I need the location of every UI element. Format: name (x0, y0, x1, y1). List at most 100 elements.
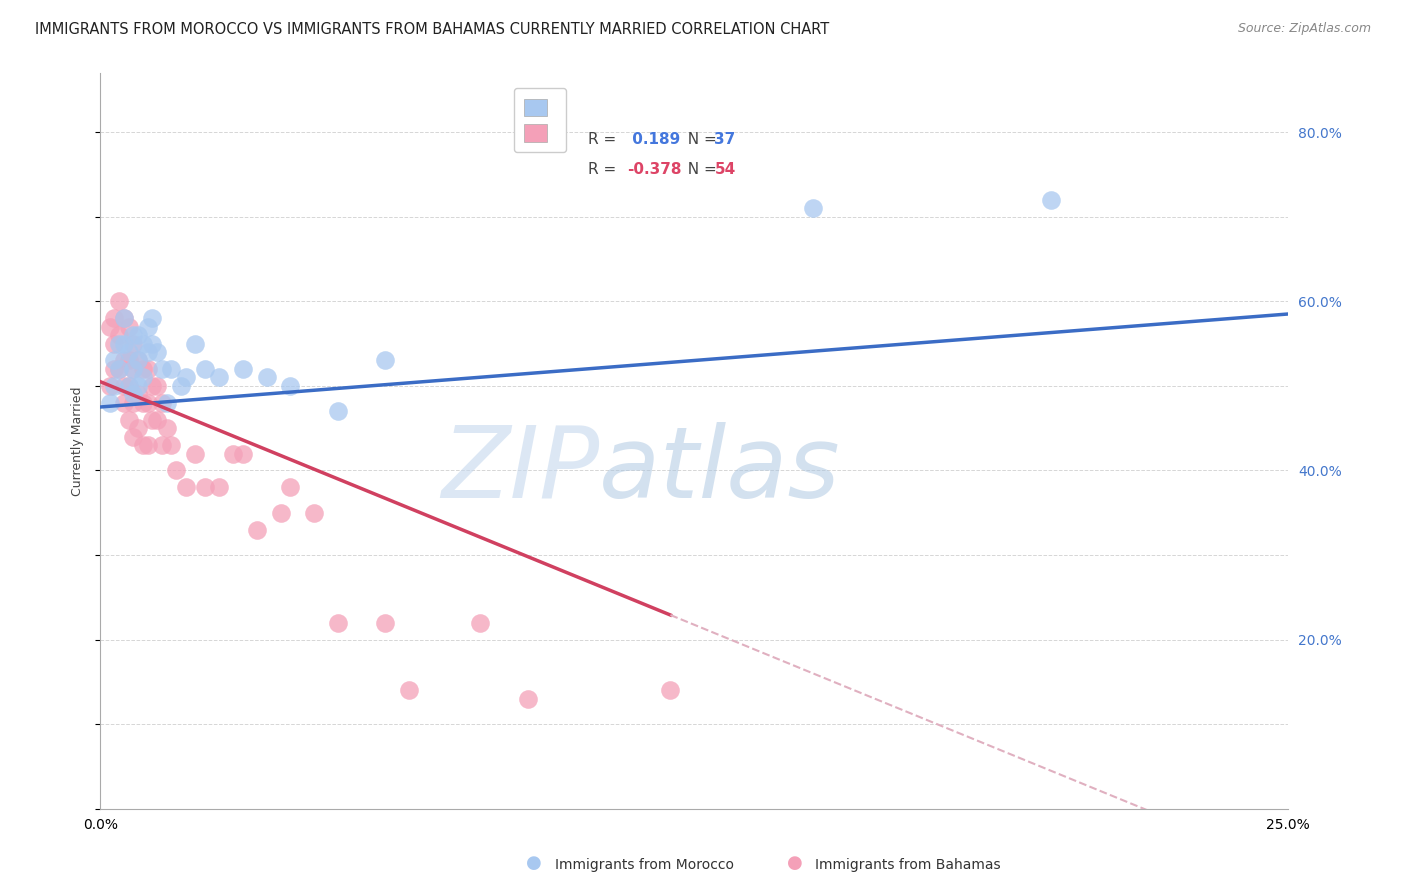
Point (127, 353, 149, 368)
Point (270, 506, 292, 520)
Point (108, 362, 131, 376)
Point (122, 362, 145, 376)
Point (374, 353, 396, 368)
Point (278, 379, 301, 393)
Text: R =: R = (588, 162, 621, 178)
Point (302, 506, 325, 520)
Point (208, 370, 231, 384)
Point (516, 691, 538, 706)
Text: Immigrants from Bahamas: Immigrants from Bahamas (815, 858, 1001, 872)
Point (160, 438, 183, 452)
Text: ●: ● (786, 855, 803, 872)
Point (108, 294, 131, 309)
Point (470, 615, 492, 630)
Point (108, 336, 131, 351)
Text: 37: 37 (714, 132, 735, 147)
Text: 54: 54 (714, 162, 735, 178)
Point (1039, 193, 1062, 207)
Point (146, 413, 169, 427)
Point (146, 345, 169, 359)
Point (118, 353, 141, 368)
Legend: , : , (513, 88, 565, 153)
Point (165, 463, 187, 477)
Point (122, 387, 145, 401)
Point (98, 319, 121, 334)
Point (156, 396, 179, 410)
Point (118, 413, 141, 427)
Point (127, 328, 149, 343)
Point (136, 396, 159, 410)
Point (141, 379, 163, 393)
Point (326, 404, 349, 418)
Point (232, 362, 254, 376)
Point (194, 362, 217, 376)
Point (222, 446, 245, 460)
Point (122, 336, 145, 351)
Point (112, 311, 135, 326)
Point (122, 429, 145, 443)
Point (122, 362, 145, 376)
Point (132, 438, 155, 452)
Point (108, 362, 131, 376)
Point (232, 446, 254, 460)
Point (136, 362, 159, 376)
Point (136, 319, 159, 334)
Point (127, 387, 149, 401)
Point (118, 379, 141, 393)
Point (398, 683, 420, 698)
Point (278, 480, 301, 494)
Point (98, 379, 121, 393)
Point (136, 438, 159, 452)
Point (208, 480, 231, 494)
Point (174, 480, 197, 494)
Point (127, 353, 149, 368)
Point (184, 446, 207, 460)
Point (127, 379, 149, 393)
Point (118, 319, 141, 334)
Point (170, 379, 193, 393)
Point (174, 370, 197, 384)
Point (659, 683, 682, 698)
Point (374, 615, 396, 630)
Point (112, 311, 135, 326)
Point (118, 379, 141, 393)
Point (256, 370, 278, 384)
Text: N =: N = (678, 132, 721, 147)
Point (103, 336, 125, 351)
Text: -0.378: -0.378 (627, 162, 682, 178)
Point (103, 379, 125, 393)
Text: ●: ● (526, 855, 543, 872)
Point (103, 353, 125, 368)
Point (150, 362, 173, 376)
Point (132, 362, 155, 376)
Point (136, 345, 159, 359)
Text: atlas: atlas (599, 422, 841, 519)
Point (156, 421, 179, 435)
Point (112, 379, 135, 393)
Point (146, 379, 169, 393)
Point (112, 336, 135, 351)
Point (112, 353, 135, 368)
Point (132, 336, 155, 351)
Point (132, 396, 155, 410)
Text: Immigrants from Morocco: Immigrants from Morocco (555, 858, 734, 872)
Point (141, 336, 163, 351)
Point (141, 413, 163, 427)
Point (132, 370, 155, 384)
Text: ZIP: ZIP (441, 422, 599, 519)
Point (118, 345, 141, 359)
Y-axis label: Currently Married: Currently Married (72, 386, 84, 496)
Point (122, 328, 145, 343)
Point (194, 480, 217, 494)
Point (98, 396, 121, 410)
Point (122, 396, 145, 410)
Text: Source: ZipAtlas.com: Source: ZipAtlas.com (1237, 22, 1371, 36)
Point (801, 201, 824, 215)
Point (150, 438, 173, 452)
Point (150, 396, 173, 410)
Text: 0.189: 0.189 (627, 132, 681, 147)
Point (112, 396, 135, 410)
Point (184, 336, 207, 351)
Point (103, 362, 125, 376)
Point (103, 311, 125, 326)
